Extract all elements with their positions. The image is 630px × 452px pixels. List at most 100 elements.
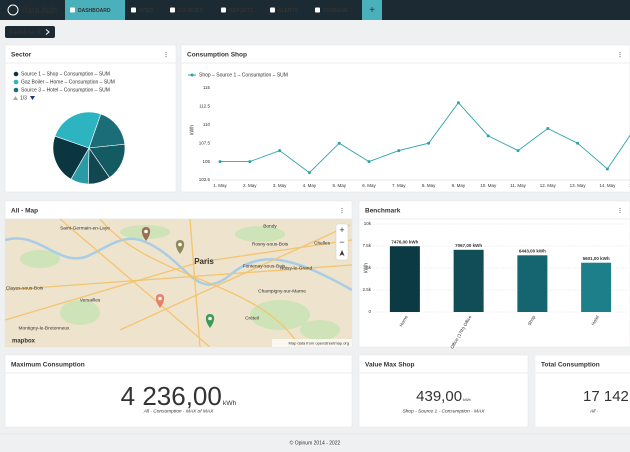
x-tick-label: 11. May — [510, 183, 526, 188]
road — [59, 219, 211, 347]
menu-dot — [619, 209, 621, 212]
road — [5, 264, 352, 291]
y-tick-label: 102.5 — [199, 177, 211, 182]
bar-value-label: 7476,00 kWh — [391, 239, 418, 244]
compass[interactable] — [339, 250, 345, 256]
line-point — [367, 160, 371, 164]
attribution-bg — [272, 339, 352, 347]
pager-prev[interactable] — [13, 96, 18, 100]
kpi-value: 17 142,00 — [583, 388, 630, 405]
map-logo: mapbox — [12, 339, 36, 345]
place-label: Saint-Germain-en-Laye — [60, 225, 110, 231]
pager-next[interactable] — [30, 96, 35, 100]
panel — [180, 44, 630, 193]
active-tab — [65, 0, 125, 20]
map-pin[interactable] — [175, 240, 185, 254]
pie-slice — [54, 111, 102, 149]
road — [119, 224, 351, 331]
x-tick-label: 6. May — [362, 183, 376, 188]
menu-dot — [619, 53, 621, 56]
kpi-caption: Shop - Source 1 - Consumption - MAX — [403, 408, 486, 414]
road — [5, 239, 352, 321]
footer: © Opinum 2014 - 2022 — [290, 439, 341, 446]
bar — [517, 255, 548, 312]
map-pin[interactable] — [141, 227, 151, 241]
x-tick-label: Home — [398, 314, 409, 327]
nav-item[interactable]: DASHBOARD — [78, 8, 111, 14]
panel — [358, 354, 529, 428]
pie-slice — [52, 135, 90, 180]
x-tick-label: 10. May — [480, 183, 497, 188]
pin-hole — [144, 229, 148, 234]
line-point — [218, 160, 222, 164]
place-label: Rosny-sous-Bois — [252, 241, 289, 247]
zoom-control — [335, 223, 349, 261]
place-label: Fontenay-sous-Bois — [243, 263, 286, 269]
legend-page: 1/3 — [20, 96, 27, 102]
place-label: Versailles — [80, 297, 101, 303]
y-tick-label: 107.5 — [199, 140, 211, 145]
park — [300, 320, 340, 340]
place-label: Bondy — [263, 223, 277, 229]
line-point — [456, 101, 460, 105]
nav-icon — [221, 7, 226, 13]
nav-item[interactable]: SOURCES — [178, 8, 203, 14]
kpi-unit: kWh — [463, 397, 471, 402]
map[interactable]: Saint-Germain-en-Laye Bondy Rosny-sous-Boi… — [0, 219, 352, 347]
bar — [453, 249, 484, 312]
x-tick-label: Shop — [527, 314, 537, 326]
y-tick-label: 112.5 — [199, 104, 210, 109]
chevron — [45, 29, 50, 35]
line-point — [546, 127, 550, 130]
nav-icon — [131, 7, 136, 13]
panel — [4, 354, 353, 428]
legend-label[interactable]: Source 3 – Hotel – Consumption – SUM — [21, 88, 110, 94]
add-button[interactable] — [362, 0, 382, 20]
y-axis-label: kWh — [189, 125, 195, 135]
x-tick-label: 2. May — [243, 183, 257, 188]
map-pin[interactable] — [205, 314, 215, 328]
place-label: Les Clayes-sous-Bois — [0, 285, 44, 291]
breadcrumb-button[interactable] — [5, 26, 55, 38]
breadcrumb[interactable]: Dashboard — [9, 30, 41, 36]
panel-title: All - Map — [11, 208, 38, 215]
add-label[interactable]: + — [369, 5, 375, 16]
kpi-value: 439,00 — [416, 388, 462, 405]
nav-item[interactable]: STORAGE — [323, 8, 348, 14]
kpi-caption: All - — [589, 408, 599, 414]
bar — [581, 262, 612, 312]
map-pin[interactable] — [155, 294, 165, 308]
park — [235, 226, 285, 242]
y-tick-label: 10k — [364, 221, 372, 226]
x-tick-label: 8. May — [422, 183, 436, 188]
zoom-button[interactable]: + — [339, 225, 344, 235]
kpi-caption: All - Consumption - MAX of MAX — [143, 408, 214, 414]
line-point — [576, 141, 580, 145]
panel-title: Value Max Shop — [365, 362, 415, 369]
x-tick-label: 13. May — [570, 183, 587, 188]
y-tick-label: 105 — [202, 159, 210, 164]
zoom-button[interactable]: − — [339, 237, 344, 247]
menu-dot — [619, 207, 621, 210]
legend-label[interactable]: Gaz Boiler – Home – Consumption – SUM — [21, 80, 115, 86]
line-point — [605, 167, 609, 171]
menu-dot — [165, 51, 167, 54]
kpi-value: 4 236,00 — [121, 381, 222, 411]
legend-label[interactable]: Source 1 – Shop – Consumption – SUM — [21, 72, 110, 78]
panel-title: Consumption Shop — [187, 52, 247, 59]
legend-swatch — [13, 87, 19, 93]
nav-item[interactable]: SITES — [139, 8, 154, 14]
panel-title: Maximum Consumption — [11, 362, 85, 369]
x-tick-label: Hotel — [590, 315, 600, 327]
pin-hole — [158, 296, 162, 301]
y-tick-label: 5k — [366, 265, 372, 270]
nav-item[interactable]: REPORTS — [229, 8, 254, 14]
road — [99, 219, 301, 347]
bar-value-label: 7067,00 kWh — [455, 243, 482, 248]
line-point — [337, 141, 341, 145]
legend-label[interactable]: Shop – Source 1 – Consumption – SUM — [199, 73, 288, 79]
nav-item[interactable]: ALERTS — [278, 8, 299, 14]
nav-icon — [315, 7, 320, 13]
river — [5, 237, 352, 292]
